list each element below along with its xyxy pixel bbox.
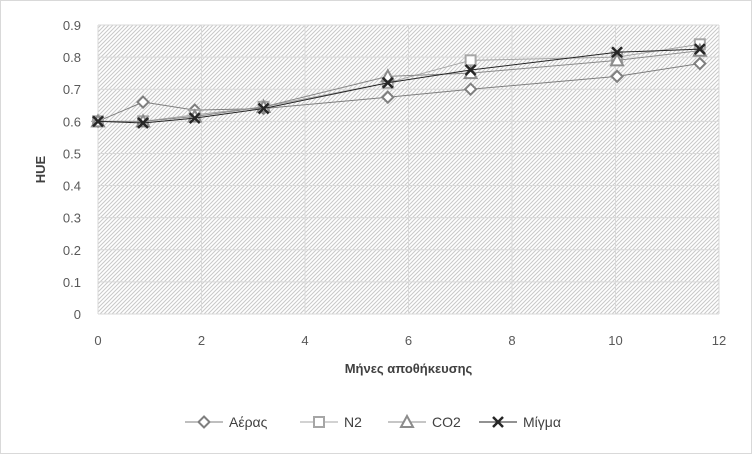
- data-point: [137, 117, 149, 129]
- data-point: [609, 52, 625, 67]
- series-4: [92, 43, 706, 129]
- y-tick-label: 0.5: [63, 146, 81, 161]
- legend-label: N2: [344, 414, 362, 430]
- x-tick-label: 8: [508, 333, 515, 348]
- legend-marker: [197, 415, 211, 429]
- y-tick-label: 0.3: [63, 211, 81, 226]
- data-point: [381, 76, 394, 89]
- legend-item: Αέρας: [185, 414, 268, 430]
- series-group: [90, 38, 708, 129]
- series-line: [97, 63, 700, 122]
- series-line: [98, 50, 700, 122]
- x-axis-ticks: 0 2 4 6 8 10 12: [94, 333, 726, 348]
- data-point: [380, 90, 395, 105]
- x-tick-label: 4: [301, 333, 308, 348]
- legend-label: Μίγμα: [523, 414, 561, 430]
- legend-item: N2: [300, 414, 362, 430]
- x-tick-label: 2: [198, 333, 205, 348]
- x-tick-label: 12: [712, 333, 726, 348]
- data-point: [693, 43, 706, 55]
- data-point: [692, 56, 707, 71]
- legend-item: CO2: [388, 413, 461, 430]
- data-point: [464, 64, 477, 76]
- y-tick-label: 0.8: [63, 50, 81, 65]
- y-axis-title: HUE: [33, 155, 48, 183]
- data-point: [464, 54, 477, 67]
- data-point: [611, 46, 623, 59]
- y-tick-label: 0.6: [63, 114, 81, 129]
- data-point: [136, 95, 150, 109]
- data-point: [92, 115, 104, 128]
- y-tick-label: 0.1: [63, 275, 81, 290]
- legend-label: CO2: [432, 414, 461, 430]
- legend-marker: [492, 416, 504, 428]
- legend-marker: [313, 416, 325, 428]
- x-tick-label: 0: [94, 333, 101, 348]
- x-tick-label: 10: [608, 333, 622, 348]
- data-point: [257, 102, 270, 115]
- legend-item: Μίγμα: [479, 414, 561, 430]
- y-tick-label: 0.7: [63, 82, 81, 97]
- legend: Αέρας N2 CO2 Μίγμα: [185, 413, 561, 430]
- data-point: [463, 82, 478, 97]
- y-tick-label: 0.2: [63, 243, 81, 258]
- legend-label: Αέρας: [229, 414, 268, 430]
- y-tick-label: 0: [74, 307, 81, 322]
- series-line: [97, 48, 700, 124]
- data-point: [610, 69, 624, 84]
- x-axis-title: Μήνες αποθήκευσης: [345, 361, 473, 376]
- data-point: [188, 112, 201, 125]
- legend-marker: [399, 413, 415, 428]
- y-tick-label: 0.4: [63, 179, 81, 194]
- x-tick-label: 6: [405, 333, 412, 348]
- y-tick-label: 0.9: [63, 18, 81, 33]
- y-axis-ticks: 0 0.1 0.2 0.3 0.4 0.5 0.6 0.7 0.8 0.9: [63, 18, 81, 322]
- gridlines: [97, 24, 720, 315]
